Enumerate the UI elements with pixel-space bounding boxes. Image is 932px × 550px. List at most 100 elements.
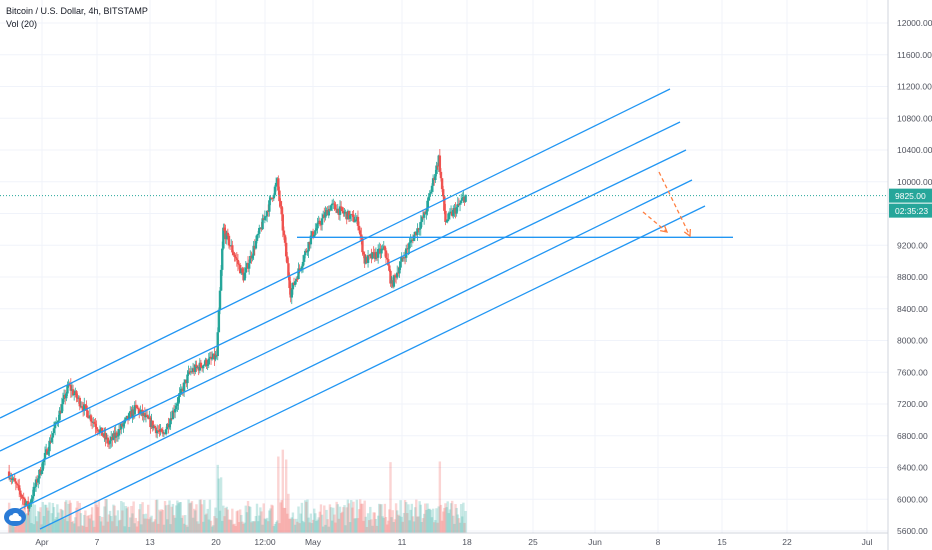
volume-bar	[251, 521, 254, 533]
candle-body	[307, 242, 310, 252]
volume-bar	[109, 515, 113, 533]
candle-body	[324, 212, 327, 218]
volume-bar	[223, 516, 226, 533]
candle-body	[104, 433, 107, 440]
volume-bar	[39, 507, 42, 533]
volume-bar	[136, 521, 140, 533]
volume-bar	[403, 500, 407, 533]
volume-bar	[321, 526, 325, 533]
volume-bar	[367, 520, 371, 533]
candle-body	[241, 268, 244, 273]
candle-body	[360, 234, 363, 239]
candle-body	[342, 211, 345, 214]
candle-body	[32, 486, 35, 497]
candle-body	[199, 362, 203, 368]
volume-bar	[181, 515, 185, 533]
volume-bar	[287, 493, 290, 533]
volume-bar	[184, 515, 187, 533]
channel-line	[19, 179, 693, 510]
volume-bar	[187, 499, 190, 533]
candle-body	[127, 413, 131, 420]
volume-bar	[235, 511, 239, 533]
candle-body	[160, 429, 163, 432]
symbol-title[interactable]: Bitcoin / U.S. Dollar, 4h, BITSTAMP	[6, 6, 148, 16]
candle-body	[343, 212, 346, 214]
candle-body	[359, 230, 362, 235]
volume-bar	[325, 509, 328, 533]
candle-body	[69, 385, 73, 391]
volume-bar	[352, 501, 355, 533]
candle-body	[237, 264, 241, 266]
candle-body	[301, 261, 305, 267]
volume-bar	[431, 508, 435, 533]
candle-body	[435, 165, 438, 175]
volume-bar	[113, 505, 116, 533]
volume-bar	[112, 504, 115, 533]
volume-bar	[207, 519, 210, 533]
volume-bar	[305, 501, 308, 533]
volume-bar	[89, 514, 93, 533]
volume-bar	[440, 520, 444, 533]
volume-bar	[307, 517, 310, 533]
candle-body	[169, 418, 172, 425]
volume-bar	[433, 522, 436, 533]
volume-bar	[443, 507, 446, 533]
volume-bar	[252, 521, 255, 533]
volume-bar	[277, 456, 280, 533]
candle-body	[233, 254, 236, 258]
candle-body	[65, 393, 68, 399]
volume-bar	[425, 509, 428, 533]
volume-bar	[278, 523, 281, 533]
volume-bar	[85, 526, 88, 533]
tradingview-logo[interactable]	[4, 508, 26, 526]
volume-bar	[125, 508, 129, 533]
candle-body	[217, 309, 221, 333]
volume-bar	[313, 508, 316, 533]
volume-bar	[293, 524, 297, 533]
candle-body	[50, 437, 53, 443]
volume-bar	[391, 510, 394, 533]
candle-body	[216, 332, 219, 357]
candle-body	[222, 227, 225, 249]
volume-bar	[143, 518, 147, 533]
volume-bar	[224, 508, 227, 533]
candle-body	[236, 259, 240, 265]
volume-bar	[360, 503, 363, 533]
candle-body	[438, 155, 442, 172]
volume-bar	[139, 504, 142, 533]
volume-bar	[332, 507, 335, 533]
volume-bar	[457, 518, 461, 533]
volume-bar	[71, 520, 75, 533]
volume-bar	[101, 516, 104, 533]
candle-body	[388, 265, 391, 271]
volume-bar	[190, 501, 194, 533]
volume-bar	[250, 522, 253, 533]
candle-body	[171, 410, 175, 420]
volume-bar	[237, 522, 241, 533]
candle-body	[118, 429, 122, 431]
volume-bar	[95, 504, 98, 533]
candle-body	[42, 459, 46, 463]
countdown-text: 02:35:23	[895, 206, 928, 216]
candle-body	[93, 421, 96, 424]
volume-bar	[84, 510, 87, 533]
volume-bar	[455, 507, 458, 533]
volume-indicator-label[interactable]: Vol (20)	[6, 19, 38, 29]
candle-body	[214, 354, 217, 360]
volume-bar	[108, 510, 112, 533]
volume-bar	[462, 502, 465, 533]
candle-body	[210, 358, 214, 360]
volume-bar	[298, 523, 301, 533]
volume-bar	[180, 517, 184, 533]
volume-bar	[81, 525, 85, 533]
volume-bar	[124, 506, 127, 533]
volume-bar	[272, 526, 276, 533]
candle-body	[425, 211, 428, 215]
volume-bar	[42, 516, 46, 533]
candle-body	[23, 498, 27, 506]
volume-bar	[149, 517, 152, 533]
candle-body	[422, 212, 426, 218]
volume-bar	[199, 499, 203, 533]
volume-bar	[416, 516, 419, 533]
